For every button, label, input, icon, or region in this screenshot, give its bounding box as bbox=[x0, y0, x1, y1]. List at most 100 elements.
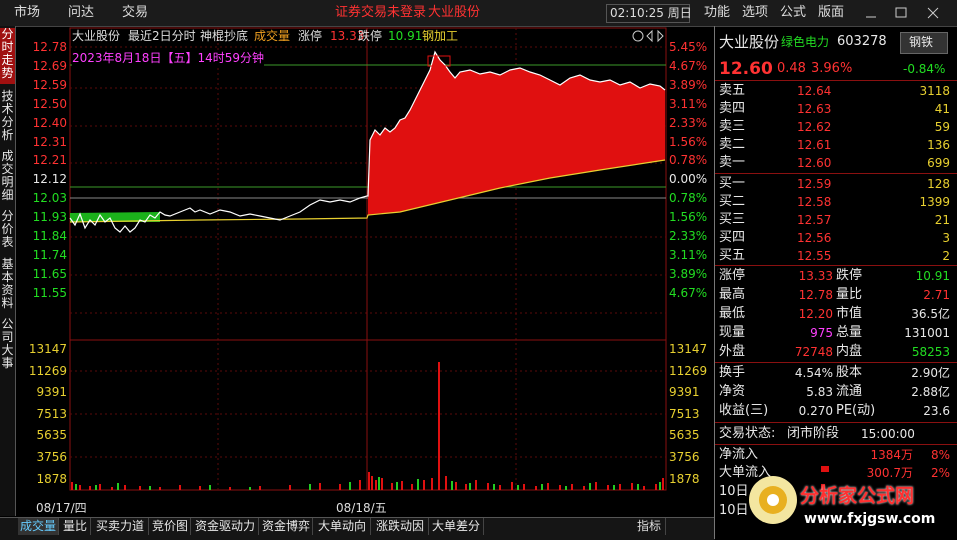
bottom-tab[interactable]: 成交量 bbox=[18, 518, 59, 535]
order-volume: 21 bbox=[934, 213, 950, 227]
industry-box bbox=[900, 32, 948, 54]
window-controls bbox=[866, 7, 939, 19]
divider bbox=[715, 422, 957, 423]
flow-label: 10日 bbox=[719, 484, 749, 499]
side-tab[interactable]: 公司大事 bbox=[1, 317, 14, 370]
limit-down-label: 跌停 bbox=[358, 29, 383, 43]
percent-tick: 1.56% bbox=[669, 134, 708, 149]
quote-concept: 绿色电力 bbox=[781, 35, 830, 49]
stat-value: 2.90亿 bbox=[911, 366, 950, 380]
stat-label: 量比 bbox=[836, 287, 863, 302]
quote-code: 603278 bbox=[837, 34, 887, 49]
percent-tick: 2.33% bbox=[669, 115, 708, 130]
percent-tick: 3.89% bbox=[669, 266, 708, 281]
flow-pct: 8% bbox=[930, 448, 950, 462]
period: 最近2日分时 bbox=[128, 29, 196, 43]
stat-label: PE(动) bbox=[836, 403, 876, 418]
bottom-tab[interactable]: 大单动向 bbox=[314, 518, 371, 535]
order-price: 12.58 bbox=[797, 195, 832, 209]
order-label: 卖五 bbox=[719, 83, 746, 98]
watermark-name: 分析家公式网 bbox=[800, 485, 915, 507]
side-tab[interactable]: 基本资料 bbox=[1, 257, 14, 310]
green-fill bbox=[70, 212, 160, 222]
bottom-tab[interactable]: 资金博弈 bbox=[260, 518, 313, 535]
percent-tick: 5.45% bbox=[669, 40, 708, 54]
stat-value: 975 bbox=[810, 326, 833, 340]
order-label: 买四 bbox=[719, 230, 746, 245]
order-price: 12.56 bbox=[797, 231, 832, 245]
stat-value: 5.83 bbox=[806, 385, 833, 399]
industry-pct: -0.84% bbox=[903, 62, 946, 76]
stock-name: 大业股份 bbox=[72, 29, 121, 43]
price-tick: 11.55 bbox=[32, 285, 67, 300]
quote-change: 0.48 bbox=[777, 61, 806, 76]
volume-tick: 5635 bbox=[36, 428, 67, 443]
side-tab[interactable]: 分价表 bbox=[1, 209, 14, 249]
volume-tick: 13147 bbox=[28, 342, 67, 356]
menu-item[interactable]: 功能 bbox=[704, 5, 731, 20]
order-price: 12.57 bbox=[797, 213, 832, 227]
stat-label: 最高 bbox=[719, 287, 746, 302]
flow-bar bbox=[821, 484, 825, 490]
order-price: 12.61 bbox=[797, 138, 832, 152]
percent-tick: 4.67% bbox=[669, 285, 708, 300]
order-volume: 3 bbox=[942, 231, 950, 245]
menu-item[interactable]: 问达 bbox=[68, 5, 95, 20]
status-time: 15:00:00 bbox=[861, 427, 915, 441]
divider bbox=[715, 80, 957, 81]
stat-label: 收益(三) bbox=[719, 403, 769, 418]
bottom-tab[interactable]: 涨跌动因 bbox=[372, 518, 429, 535]
menu-item[interactable]: 交易 bbox=[122, 5, 149, 20]
menu-item[interactable]: 选项 bbox=[742, 5, 769, 20]
volume-bars-up bbox=[71, 472, 664, 490]
bottom-tab[interactable]: 资金驱动力 bbox=[192, 518, 259, 535]
flow-amount: 300.7万 bbox=[866, 466, 913, 480]
percent-tick: 1.56% bbox=[669, 210, 708, 225]
menu-item[interactable]: 版面 bbox=[818, 5, 845, 20]
price-tick: 12.31 bbox=[32, 134, 67, 149]
indicator-tab[interactable]: 指标 bbox=[633, 518, 666, 535]
price-tick: 11.74 bbox=[32, 247, 67, 262]
order-price: 12.55 bbox=[797, 249, 832, 263]
price-tick: 12.21 bbox=[32, 153, 67, 168]
indicator: 神棍抄底 bbox=[200, 29, 249, 43]
order-price: 12.63 bbox=[797, 102, 832, 116]
watermark-url: www.fxjgsw.com bbox=[804, 511, 936, 527]
stat-label: 市值 bbox=[836, 306, 863, 321]
price-tick: 12.50 bbox=[32, 96, 67, 111]
red-fill bbox=[368, 52, 665, 215]
volume-tick: 11269 bbox=[28, 363, 67, 378]
order-volume: 41 bbox=[934, 102, 950, 116]
order-price: 12.64 bbox=[797, 84, 832, 98]
side-tab[interactable]: 分时走势 bbox=[0, 28, 15, 84]
high-marker bbox=[427, 55, 451, 67]
bottom-tabs: 成交量 量比 买卖力道 竞价图 资金驱动力 资金博弈 大单动向 涨跌动因 大单差分 指标 bbox=[0, 517, 715, 540]
divider bbox=[715, 362, 957, 363]
status-phase: 闭市阶段 bbox=[787, 426, 840, 441]
order-volume: 128 bbox=[927, 177, 950, 191]
flow-label: 净流入 bbox=[719, 447, 759, 462]
percent-tick: 3.89% bbox=[669, 77, 708, 92]
order-volume: 59 bbox=[934, 120, 950, 134]
flow-pct: 2% bbox=[930, 466, 950, 480]
stat-value: 36.5亿 bbox=[911, 307, 950, 321]
stat-label: 涨停 bbox=[719, 268, 746, 283]
stat-value: 72748 bbox=[794, 345, 833, 359]
bottom-tab[interactable]: 竞价图 bbox=[150, 518, 191, 535]
order-label: 买三 bbox=[719, 212, 746, 227]
menu-item[interactable]: 市场 bbox=[14, 5, 41, 20]
bottom-tab[interactable]: 大单差分 bbox=[429, 518, 484, 535]
bottom-tab[interactable]: 买卖力道 bbox=[92, 518, 149, 535]
side-tab[interactable]: 成交明细 bbox=[1, 149, 14, 202]
stat-value: 131001 bbox=[904, 326, 950, 340]
order-label: 买一 bbox=[719, 176, 746, 191]
bottom-tab[interactable]: 量比 bbox=[60, 518, 91, 535]
side-tab[interactable]: 技术分析 bbox=[1, 89, 14, 142]
login-status: 证券交易未登录 bbox=[335, 5, 427, 20]
quote-industry: 钢铁 bbox=[909, 35, 934, 49]
menu-item[interactable]: 公式 bbox=[780, 5, 807, 20]
volume-tick-right: 1878 bbox=[669, 471, 700, 486]
volume-tick-right: 3756 bbox=[669, 450, 700, 464]
